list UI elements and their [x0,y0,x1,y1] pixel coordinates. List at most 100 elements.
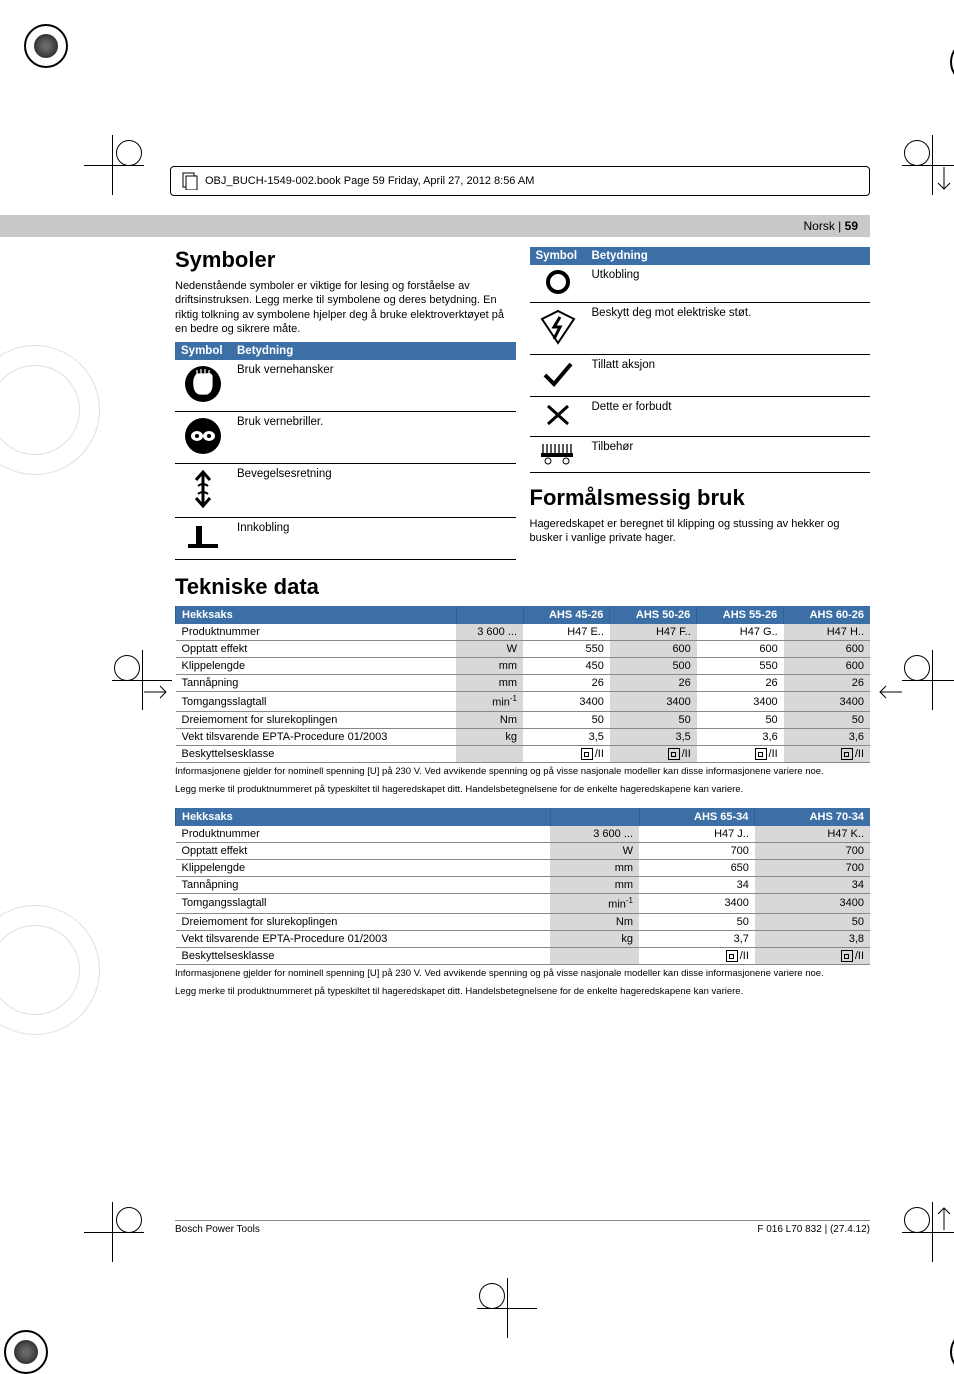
page-footer: Bosch Power Tools F 016 L70 832 | (27.4.… [175,1220,870,1235]
td [456,745,523,763]
td: 600 [697,641,784,658]
td: 600 [610,641,697,658]
td: 450 [523,658,610,675]
td: Klippelengde [176,658,457,675]
symbol-table-left: Symbol Betydning Bruk vernehansker Bruk … [175,342,516,560]
fine-2b: Legg merke til produktnummeret på typesk… [175,986,870,998]
td: Opptatt effekt [176,641,457,658]
footer-left: Bosch Power Tools [175,1224,260,1235]
th: AHS 50-26 [610,606,697,624]
td: 3,7 [639,930,755,947]
td: kg [550,930,639,947]
td: H47 E.. [523,624,610,641]
td: Tomgangsslagtall [176,692,457,712]
th: Hekksaks [176,606,457,624]
td: 700 [755,860,870,877]
td: 26 [784,675,870,692]
td: Beskyttelsesklasse [176,947,551,965]
movement-icon [186,468,220,510]
td: 3400 [755,894,870,914]
td: 50 [755,913,870,930]
sym-right-0: Utkobling [586,265,871,303]
td: 50 [784,711,870,728]
th: Hekksaks [176,808,551,826]
td: 50 [697,711,784,728]
tekniske-title: Tekniske data [175,574,870,600]
td: H47 K.. [755,826,870,843]
td [550,947,639,965]
td: 26 [610,675,697,692]
th [550,808,639,826]
th: AHS 65-34 [639,808,755,826]
goggles-icon [183,416,223,456]
td: 3,5 [523,728,610,745]
td: 50 [523,711,610,728]
td: 550 [697,658,784,675]
td: 3400 [697,692,784,712]
td: Dreiemoment for slurekoplingen [176,913,551,930]
td: kg [456,728,523,745]
th: AHS 70-34 [755,808,870,826]
td: Klippelengde [176,860,551,877]
td: 26 [523,675,610,692]
td: 500 [610,658,697,675]
td: 50 [639,913,755,930]
symboler-intro: Nedenstående symboler er viktige for les… [175,279,516,336]
off-icon [543,269,573,295]
td: Vekt tilsvarende EPTA-Procedure 01/2003 [176,728,457,745]
data-table-2: HekksaksAHS 65-34AHS 70-34Produktnummer3… [175,808,870,965]
td: 3,8 [755,930,870,947]
doc-header-text: OBJ_BUCH-1549-002.book Page 59 Friday, A… [205,175,534,187]
td: min-1 [550,894,639,914]
td: Nm [456,711,523,728]
td: Beskyttelsesklasse [176,745,457,763]
td: Tomgangsslagtall [176,894,551,914]
sym-head-symbol: Symbol [175,342,231,360]
check-icon [541,359,575,389]
data-table-1: HekksaksAHS 45-26AHS 50-26AHS 55-26AHS 6… [175,606,870,763]
td: mm [456,658,523,675]
td: 3,6 [784,728,870,745]
td: 550 [523,641,610,658]
td: W [550,843,639,860]
sym-right-3: Dette er forbudt [586,397,871,437]
td: min-1 [456,692,523,712]
td: 3,5 [610,728,697,745]
th: AHS 60-26 [784,606,870,624]
sym-left-1: Bruk vernebriller. [231,412,516,464]
td: 3 600 ... [550,826,639,843]
td: H47 G.. [697,624,784,641]
td: /II [755,947,870,965]
sym-left-2: Bevegelsesretning [231,464,516,518]
sym-head-meaning: Betydning [231,342,516,360]
doc-header-bar: OBJ_BUCH-1549-002.book Page 59 Friday, A… [170,166,870,196]
td: Tannåpning [176,877,551,894]
td: 600 [784,641,870,658]
td: 3400 [639,894,755,914]
fine-1b: Legg merke til produktnummeret på typesk… [175,784,870,796]
td: 3400 [784,692,870,712]
td: /II [784,745,870,763]
td: H47 F.. [610,624,697,641]
td: 650 [639,860,755,877]
ring-watermark-bottom [0,905,100,1035]
footer-right: F 016 L70 832 | (27.4.12) [757,1224,870,1235]
sym-right-1: Beskytt deg mot elektriske støt. [586,303,871,355]
td: /II [523,745,610,763]
gloves-icon [183,364,223,404]
th: AHS 55-26 [697,606,784,624]
td: W [456,641,523,658]
td: mm [550,877,639,894]
td: Dreiemoment for slurekoplingen [176,711,457,728]
th [456,606,523,624]
page-number: 59 [845,219,858,233]
td: 700 [639,843,755,860]
sym-left-0: Bruk vernehansker [231,360,516,412]
td: Produktnummer [176,826,551,843]
td: mm [550,860,639,877]
td: 34 [755,877,870,894]
td: 26 [697,675,784,692]
sym-right-2: Tillatt aksjon [586,355,871,397]
symbol-table-right: Symbol Betydning Utkobling Beskytt deg m… [530,247,871,473]
td: Opptatt effekt [176,843,551,860]
